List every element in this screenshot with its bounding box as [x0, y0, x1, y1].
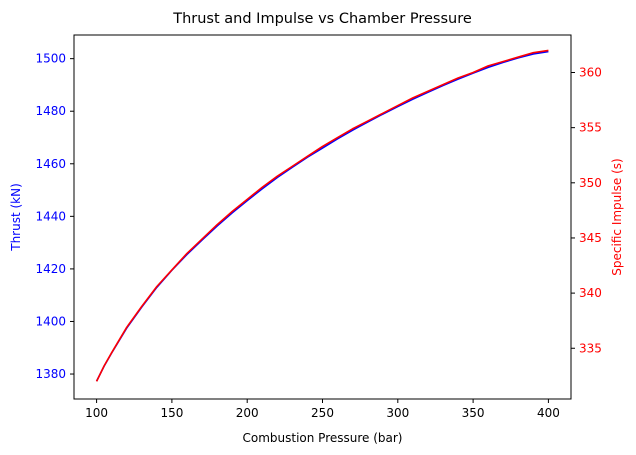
left-axis-label: Thrust (kN) [9, 183, 23, 252]
x-tick-label: 350 [462, 406, 485, 420]
right-tick-label: 345 [579, 231, 602, 245]
left-tick-label: 1440 [35, 209, 66, 223]
x-tick-label: 200 [236, 406, 259, 420]
right-tick-label: 355 [579, 121, 602, 135]
plot-area: 100 150 200 250 300 350 400 1380 1400 1420 1440 146… [35, 34, 602, 420]
left-tick-label: 1400 [35, 314, 66, 328]
chart-title: Thrust and Impulse vs Chamber Pressure [172, 11, 472, 27]
left-tick-label: 1460 [35, 157, 66, 171]
x-tick-label: 100 [85, 406, 108, 420]
x-tick-label: 250 [311, 406, 334, 420]
x-tick-label: 300 [386, 406, 409, 420]
x-tick-label: 400 [537, 406, 560, 420]
left-tick-label: 1480 [35, 104, 66, 118]
left-tick-label: 1500 [35, 52, 66, 66]
specific-impulse-line [95, 49, 549, 382]
x-tick-label: 150 [160, 406, 183, 420]
x-axis-label: Combustion Pressure (bar) [242, 431, 402, 445]
right-tick-label: 335 [579, 341, 602, 355]
right-tick-label: 350 [579, 176, 602, 190]
right-axis-label: Specific Impulse (s) [610, 158, 624, 275]
right-tick-label: 340 [579, 286, 602, 300]
left-tick-label: 1380 [35, 367, 66, 381]
left-tick-label: 1420 [35, 262, 66, 276]
right-tick-label: 360 [579, 66, 602, 80]
